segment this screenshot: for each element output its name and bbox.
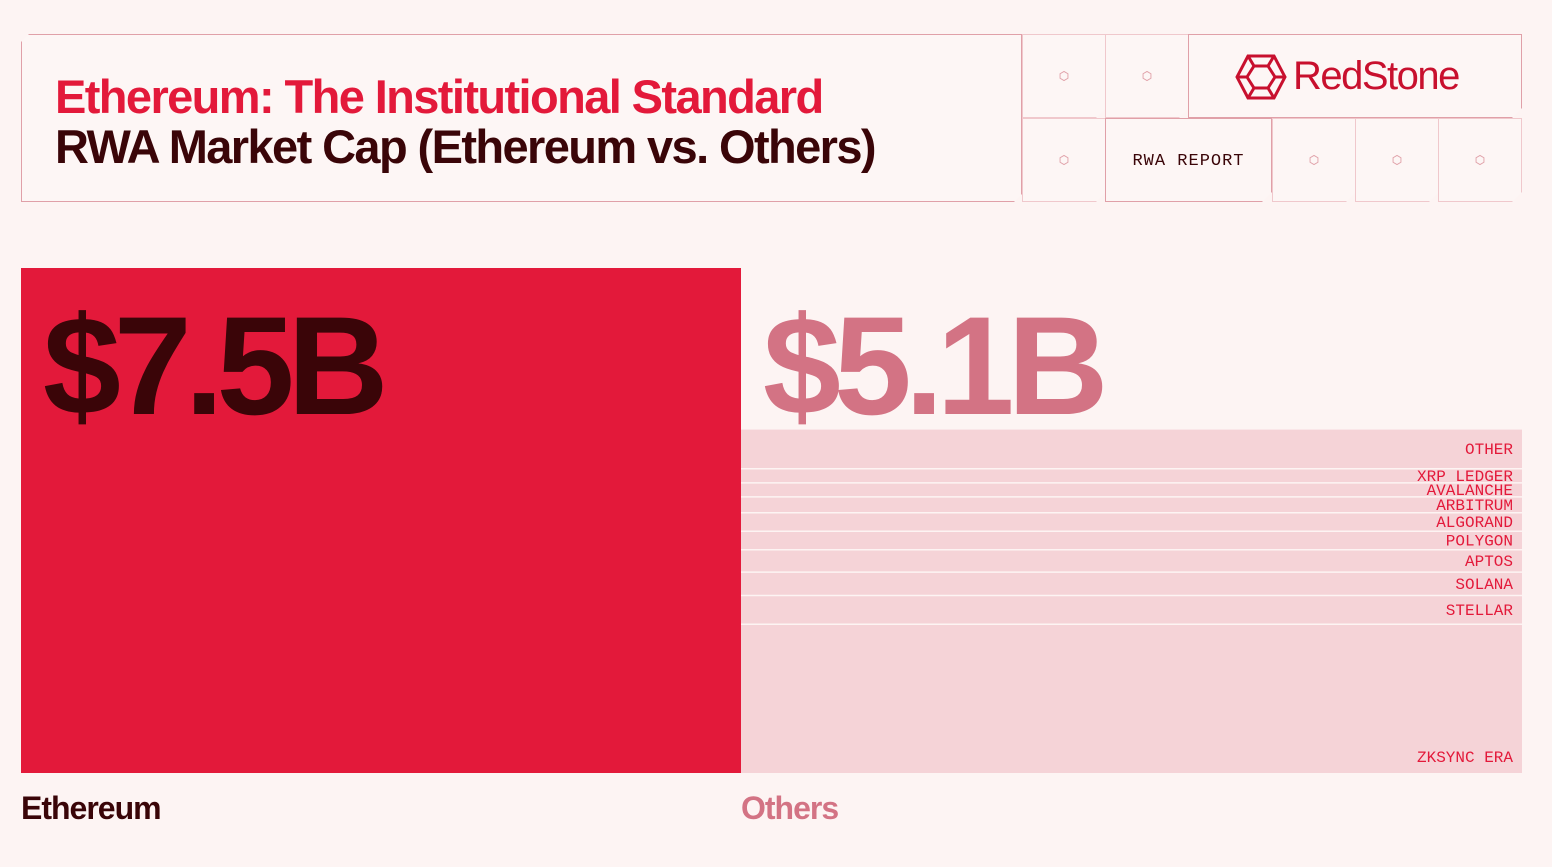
grid-cell	[1272, 118, 1356, 202]
segment-zksync-era	[741, 624, 1522, 773]
report-label: RWA REPORT	[1132, 152, 1245, 171]
grid-cell	[1105, 34, 1189, 118]
segment-label-algorand: ALGORAND	[1436, 514, 1513, 532]
chart-title: RWA Market Cap (Ethereum vs. Others)	[55, 120, 875, 173]
segment-arbitrum	[741, 496, 1522, 513]
header-panel: Ethereum: The Institutional Standard RWA…	[21, 34, 1022, 202]
segment-label-polygon: POLYGON	[1446, 533, 1513, 551]
segment-xrp-ledger	[741, 468, 1522, 483]
segment-label-zksync-era: ZKSYNC ERA	[1417, 749, 1513, 767]
segment-polygon	[741, 531, 1522, 550]
segment-label-solana: SOLANA	[1455, 576, 1513, 594]
hexagon-icon	[1475, 155, 1486, 166]
segment-label-arbitrum: ARBITRUM	[1436, 497, 1513, 515]
segment-avalanche	[741, 482, 1522, 497]
segment-solana	[741, 572, 1522, 596]
brand-logo-cell: RedStone	[1188, 34, 1522, 118]
hexagon-icon	[1142, 71, 1153, 82]
segment-other	[741, 429, 1522, 469]
brand-name: RedStone	[1293, 54, 1459, 98]
category-label-ethereum: Ethereum	[21, 790, 162, 826]
segment-label-stellar: STELLAR	[1446, 602, 1514, 620]
bar-ethereum	[21, 268, 741, 773]
hexagon-icon	[1059, 155, 1070, 166]
segment-label-aptos: APTOS	[1465, 553, 1513, 571]
category-label-others: Others	[741, 790, 839, 826]
hexagon-icon	[1392, 155, 1403, 166]
value-label-others: $5.1B	[763, 287, 1102, 444]
redstone-logo-icon	[1235, 54, 1287, 100]
segment-label-xrp-ledger: XRP LEDGER	[1417, 468, 1513, 486]
hexagon-icon	[1059, 71, 1070, 82]
segment-label-other: OTHER	[1465, 441, 1513, 459]
report-badge: RWA REPORT	[1105, 118, 1272, 202]
segment-stellar	[741, 595, 1522, 625]
hexagon-icon	[1309, 155, 1320, 166]
headline: Ethereum: The Institutional Standard	[55, 70, 823, 123]
grid-cell	[1438, 118, 1522, 202]
segment-label-avalanche: AVALANCHE	[1427, 482, 1513, 500]
segment-aptos	[741, 549, 1522, 573]
segment-algorand	[741, 512, 1522, 532]
grid-cell	[1355, 118, 1439, 202]
value-label-ethereum: $7.5B	[43, 287, 382, 444]
